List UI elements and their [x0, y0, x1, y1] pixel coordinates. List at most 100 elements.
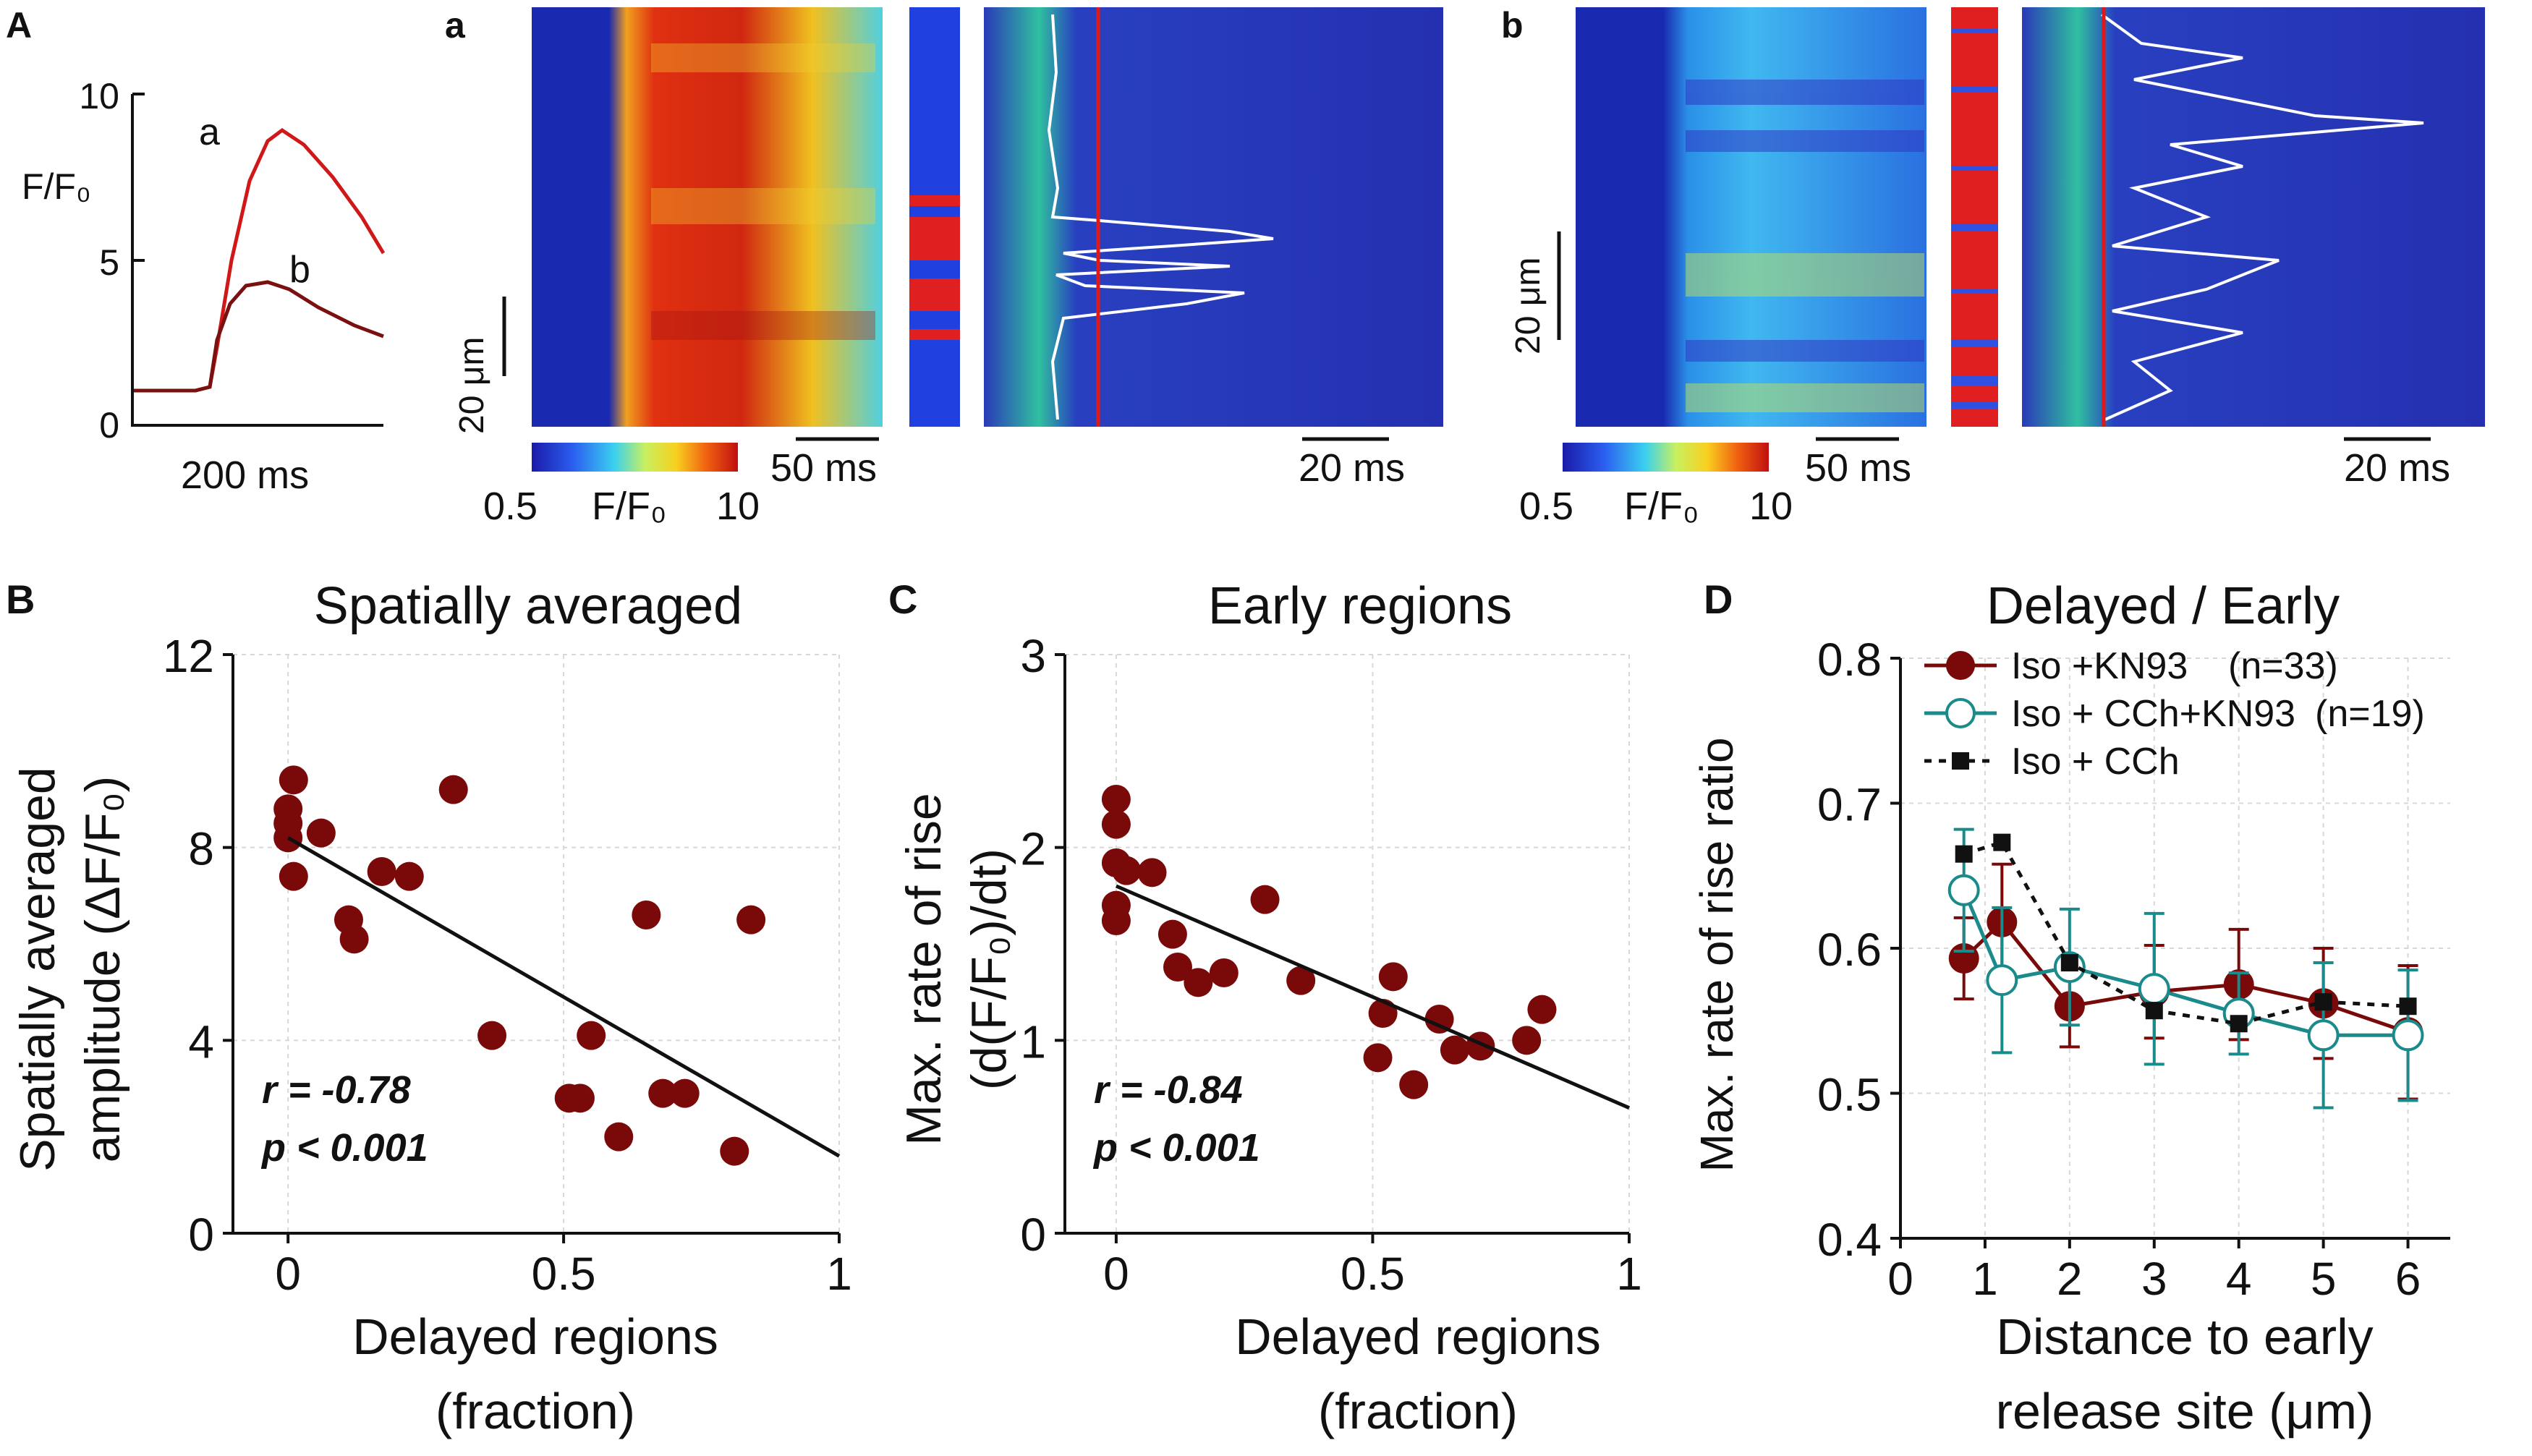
chart-C-point	[1363, 1043, 1393, 1073]
panel-A-ytick-5: 5	[99, 242, 119, 283]
trace-b	[134, 280, 384, 393]
chart-B-point	[648, 1078, 678, 1108]
chart-B-point	[279, 861, 308, 891]
colorbar-max-a: 10	[716, 485, 760, 528]
chart-B-stat-r: r = -0.78	[262, 1068, 411, 1112]
chart-D-point	[2138, 973, 2170, 1005]
colorbar-min-b: 0.5	[1519, 485, 1573, 528]
release-map-b	[1951, 7, 1998, 427]
chart-B-ytick-label: 12	[163, 630, 214, 682]
chart-B-point	[306, 818, 336, 848]
chart-B-point	[736, 905, 766, 935]
chart-C-point	[1512, 1026, 1542, 1055]
chart-B-ytick-label: 4	[188, 1016, 214, 1068]
chart-D-point	[2230, 1015, 2248, 1033]
scalebar-x1-label-a: 50 ms	[770, 446, 877, 490]
chart-B-point	[720, 1136, 749, 1166]
chart-D-xtick-label: 6	[2395, 1253, 2421, 1305]
chart-D-legend-n: (n=19)	[2315, 693, 2425, 735]
chart-B-xtick-label: 0	[275, 1248, 301, 1300]
chart-D-xlabel-1: Distance to early	[1996, 1308, 2373, 1365]
chart-B-point	[670, 1078, 700, 1108]
panel-A-ytick-0: 0	[99, 405, 119, 446]
chart-C-point	[1157, 919, 1187, 949]
chart-C-xlabel-1: Delayed regions	[1235, 1308, 1601, 1365]
chart-D-point	[1986, 964, 2018, 997]
zoom-kymograph-b	[2022, 7, 2485, 427]
chart-D-title: Delayed / Early	[1987, 577, 2340, 635]
colorbar-min-a: 0.5	[483, 485, 538, 528]
chart-D-point	[1947, 874, 1980, 906]
chart-B-title: Spatially averaged	[314, 577, 742, 635]
chart-D-legend-marker	[1946, 651, 1975, 680]
panel-A: A F/F₀ 10 5 0 a b 200 ms	[6, 5, 386, 497]
chart-D-xtick-label: 0	[1887, 1253, 1913, 1305]
scalebar-x2-label-a: 20 ms	[1299, 446, 1405, 490]
chart-B-xlabel-1: Delayed regions	[352, 1308, 718, 1365]
chart-D-point	[1955, 845, 1973, 863]
panel-A-ylabel: F/F₀	[22, 166, 91, 207]
chart-C-point	[1440, 1035, 1469, 1065]
chart-D-ylabel: Max. rate of rise ratio	[1691, 737, 1743, 1172]
chart-C-point	[1286, 966, 1316, 995]
chart-C-point	[1163, 953, 1192, 982]
chart-C-ytick-label: 0	[1020, 1209, 1046, 1261]
chart-D-point	[2307, 1019, 2340, 1052]
chart-C-ylabel-2: (d(F/F₀)/dt)	[961, 848, 1016, 1090]
chart-C-stat-p: p < 0.001	[1092, 1126, 1260, 1170]
panel-letter-b: b	[1501, 5, 1524, 46]
chart-B-point	[565, 1084, 595, 1113]
chart-D-ytick-label: 0.8	[1817, 634, 1882, 686]
scalebar-x1-label-b: 50 ms	[1805, 446, 1911, 490]
chart-B-ylabel-2: amplitude (ΔF/F₀)	[75, 776, 130, 1163]
chart-D-ytick-label: 0.4	[1817, 1214, 1882, 1266]
chart-C-title: Early regions	[1208, 577, 1512, 635]
chart-D-xlabel-2: release site (μm)	[1996, 1383, 2374, 1439]
chart-D-point	[2145, 1002, 2163, 1020]
chart-B-ytick-label: 8	[188, 823, 214, 875]
chart-D-legend-n: (n=33)	[2228, 645, 2338, 687]
chart-C-point	[1250, 885, 1280, 914]
chart-C-ytick-label: 1	[1020, 1016, 1046, 1068]
scalebar-y-label-b: 20 μm	[1509, 257, 1547, 354]
trace-a	[134, 127, 386, 393]
chart-C-point	[1378, 962, 1408, 992]
chart-D-legend-label: Iso + CCh	[2011, 741, 2180, 783]
chart-C-ytick-label: 3	[1020, 630, 1046, 682]
chart-C-xlabel-2: (fraction)	[1318, 1383, 1518, 1439]
chart-B-stat-p: p < 0.001	[260, 1126, 428, 1170]
panel-letter-a: a	[445, 5, 466, 46]
chart-B-point	[632, 901, 661, 929]
chart-C-fit-line	[1115, 884, 1630, 1110]
trace-label-a: a	[199, 111, 220, 153]
chart-D-point	[2314, 993, 2332, 1011]
chart-D-legend-marker	[1952, 752, 1969, 770]
chart-C-point	[1424, 1005, 1454, 1034]
panel-a: a 20 μm 0.5 F/F₀ 10 50 ms 20 ms	[445, 5, 1443, 528]
chart-D-point	[2399, 997, 2417, 1016]
chart-B-ytick-label: 0	[188, 1209, 214, 1261]
chart-D-legend-marker	[1945, 698, 1976, 728]
onset-trace-a	[1047, 14, 1274, 420]
chart-D-legend-label: Iso + CCh+KN93	[2011, 693, 2295, 735]
chart-B-xtick-label: 0.5	[532, 1248, 596, 1300]
chart-C-point	[1209, 958, 1239, 987]
colorbar-max-b: 10	[1749, 485, 1793, 528]
chart-D-xtick-label: 2	[2057, 1253, 2083, 1305]
scalebar-y-label-a: 20 μm	[453, 337, 491, 434]
chart-D-point	[2392, 1019, 2424, 1052]
chart-C-point	[1101, 906, 1131, 935]
chart-C-point	[1399, 1070, 1429, 1099]
chart-B-point	[279, 765, 308, 795]
panel-letter-A: A	[6, 5, 32, 46]
chart-B-xtick-label: 1	[826, 1248, 852, 1300]
scalebar-x2-label-b: 20 ms	[2344, 446, 2450, 490]
chart-C-point	[1112, 856, 1142, 885]
panel-A-ytick-10: 10	[79, 76, 119, 116]
colorbar-b	[1563, 443, 1769, 472]
chart-C-point	[1101, 785, 1131, 814]
trace-label-b: b	[289, 249, 310, 291]
onset-trace-b	[2100, 13, 2424, 421]
chart-B-xlabel-2: (fraction)	[436, 1383, 635, 1439]
